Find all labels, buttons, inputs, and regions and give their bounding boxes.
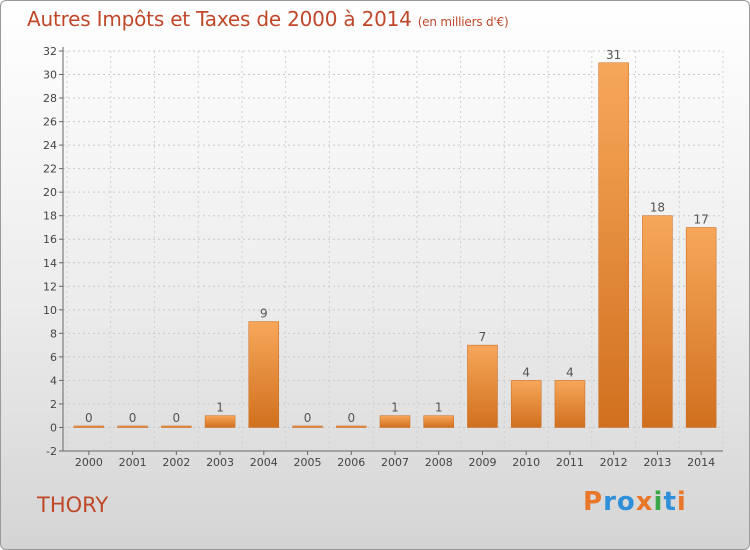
x-tick-label: 2002 — [162, 456, 190, 469]
bar-2001 — [117, 425, 148, 428]
y-tick-label: 10 — [43, 304, 57, 317]
data-label: 9 — [260, 307, 268, 321]
y-tick-label: 32 — [43, 45, 57, 58]
bar-2006 — [336, 425, 367, 428]
y-tick-label: 4 — [50, 374, 57, 387]
logo-letter: o — [616, 487, 636, 517]
y-tick-label: 22 — [43, 163, 57, 176]
y-tick-label: 6 — [50, 351, 57, 364]
x-tick-label: 2007 — [381, 456, 409, 469]
data-label: 18 — [650, 201, 665, 215]
y-tick-label: -2 — [46, 445, 57, 458]
x-tick-label: 2009 — [468, 456, 496, 469]
y-tick-label: 8 — [50, 327, 57, 340]
y-tick-label: 2 — [50, 398, 57, 411]
chart-title-text: Autres Impôts et Taxes de 2000 à 2014 — [27, 7, 412, 31]
x-tick-label: 2008 — [425, 456, 453, 469]
bar-2003 — [204, 415, 236, 428]
bar-2011 — [554, 380, 586, 428]
x-tick-label: 2003 — [206, 456, 234, 469]
data-label: 0 — [129, 411, 137, 425]
logo-letter: x — [635, 487, 654, 517]
y-tick-label: 24 — [43, 139, 57, 152]
bar-2012 — [598, 62, 629, 428]
y-tick-label: 12 — [43, 280, 57, 293]
data-label: 4 — [522, 365, 530, 379]
logo-letter: i — [676, 487, 687, 517]
bar-2013 — [642, 215, 673, 428]
x-tick-label: 2012 — [600, 456, 628, 469]
data-label: 1 — [435, 401, 443, 415]
bar-2008 — [423, 415, 454, 428]
x-tick-label: 2004 — [250, 456, 278, 469]
y-tick-label: 0 — [50, 421, 57, 434]
data-label: 0 — [85, 411, 93, 425]
bar-2005 — [292, 425, 323, 428]
logo-letter: r — [603, 487, 617, 517]
proxiti-logo[interactable]: Proxiti — [583, 487, 687, 517]
chart-subtitle: (en milliers d'€) — [417, 15, 509, 29]
bar-2000 — [73, 425, 105, 428]
data-label: 7 — [479, 330, 487, 344]
data-label: 1 — [391, 401, 399, 415]
y-tick-label: 26 — [43, 116, 57, 129]
data-label: 1 — [216, 401, 224, 415]
bar-2010 — [510, 380, 542, 428]
y-tick-label: 30 — [43, 69, 57, 82]
data-label: 4 — [566, 365, 574, 379]
data-label: 31 — [606, 48, 621, 62]
bar-2002 — [161, 425, 192, 428]
chart-title: Autres Impôts et Taxes de 2000 à 2014 (en… — [27, 7, 509, 31]
data-label: 0 — [173, 411, 181, 425]
bar-2004 — [248, 321, 280, 428]
x-tick-label: 2013 — [643, 456, 671, 469]
x-tick-label: 2001 — [119, 456, 147, 469]
x-tick-label: 2010 — [512, 456, 540, 469]
x-tick-label: 2000 — [75, 456, 103, 469]
y-tick-label: 14 — [43, 257, 57, 270]
bar-2009 — [467, 344, 498, 428]
x-tick-label: 2006 — [337, 456, 365, 469]
x-tick-label: 2014 — [687, 456, 715, 469]
y-tick-label: 28 — [43, 92, 57, 105]
y-tick-label: 20 — [43, 186, 57, 199]
bar-2014 — [685, 227, 717, 428]
bars — [73, 62, 717, 428]
data-label: 0 — [304, 411, 312, 425]
y-tick-label: 16 — [43, 233, 57, 246]
x-tick-label: 2005 — [294, 456, 322, 469]
logo-letter: P — [583, 487, 604, 517]
data-label: 17 — [693, 212, 708, 226]
y-tick-label: 18 — [43, 210, 57, 223]
logo-letter: i — [653, 487, 664, 517]
data-label: 0 — [347, 411, 355, 425]
x-tick-label: 2011 — [556, 456, 584, 469]
bar-2007 — [379, 415, 411, 428]
commune-name: THORY — [37, 493, 109, 517]
logo-letter: t — [663, 487, 677, 517]
